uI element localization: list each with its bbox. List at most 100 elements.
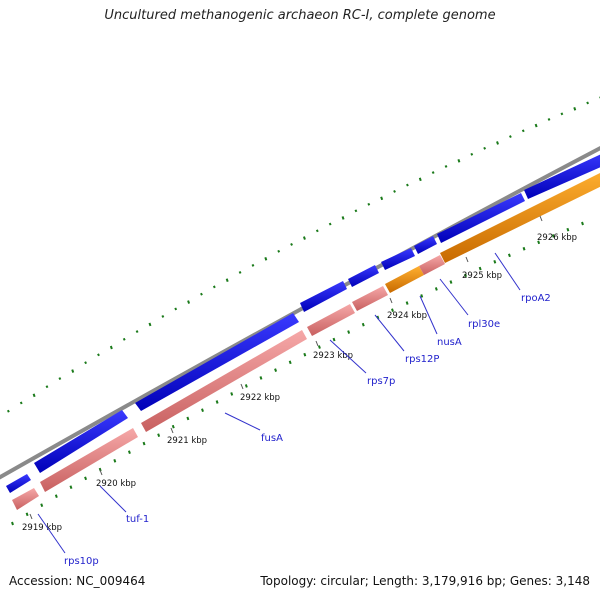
gc-dot <box>496 141 499 145</box>
gc-dot <box>551 234 555 238</box>
forward-strand-track <box>6 150 600 493</box>
gc-dot <box>361 322 365 327</box>
gc-dot <box>478 266 482 271</box>
forward-cds-arrow[interactable] <box>300 281 347 312</box>
gc-dot <box>507 253 511 258</box>
forward-cds-arrow[interactable] <box>135 313 299 411</box>
gc-dot <box>122 337 126 341</box>
gc-dot <box>6 409 10 413</box>
gene-label[interactable]: rpoA2 <box>521 293 551 304</box>
gc-dot <box>434 287 438 291</box>
gc-dot <box>274 368 278 372</box>
gene-label[interactable]: rps12P <box>405 354 439 365</box>
gc-dot <box>315 229 319 233</box>
reverse-rna-arrow[interactable] <box>385 266 424 293</box>
reverse-cds-arrow[interactable] <box>352 286 388 311</box>
scale-tick <box>240 383 244 390</box>
reverse-strand-track <box>12 168 600 510</box>
gc-dot <box>259 376 263 380</box>
scale-tick <box>465 256 469 263</box>
reverse-cds-arrow[interactable] <box>307 304 355 336</box>
scale-tick-label: 2920 kbp <box>96 479 136 489</box>
gene-label[interactable]: rpl30e <box>468 319 500 330</box>
gc-dot <box>171 424 175 429</box>
gene-label[interactable]: rps10p <box>64 556 99 567</box>
gc-dot <box>161 314 165 318</box>
scale-ticks: 2919 kbp 2920 kbp 2921 kbp 2922 kbp 2923 kbp… <box>22 215 577 533</box>
gc-dot <box>521 129 525 133</box>
gc-dot <box>560 112 564 116</box>
gc-dot <box>581 221 584 226</box>
gc-dot <box>71 369 75 373</box>
forward-cds-arrow[interactable] <box>381 248 415 270</box>
gc-dot <box>142 441 146 446</box>
gene-label[interactable]: rps7p <box>367 376 395 387</box>
gene-label-leader <box>439 278 469 316</box>
gene-label-leader <box>494 252 521 291</box>
gene-label-leader <box>37 513 66 554</box>
gene-label-leader <box>329 339 367 374</box>
gc-dot <box>148 322 152 327</box>
forward-cds-arrow[interactable] <box>6 474 31 493</box>
scale-tick-label: 2921 kbp <box>167 436 207 446</box>
gc-dot <box>449 280 453 284</box>
gc-dot <box>40 503 44 508</box>
gc-dot <box>418 177 422 182</box>
gc-dot <box>573 107 577 111</box>
forward-cds-arrow[interactable] <box>348 265 379 287</box>
gc-dot <box>84 476 88 481</box>
gene-label[interactable]: tuf-1 <box>126 514 149 525</box>
gc-dot <box>97 353 100 357</box>
genome-summary: Topology: circular; Length: 3,179,916 bp… <box>260 574 590 588</box>
gc-dot <box>251 263 255 267</box>
gc-dot <box>457 158 461 163</box>
gc-dot <box>493 260 497 264</box>
reverse-cds-arrow[interactable] <box>419 255 445 275</box>
gene-label[interactable]: nusA <box>437 337 462 348</box>
gc-dot <box>566 227 570 232</box>
reverse-cds-arrow[interactable] <box>40 428 138 492</box>
gc-dot <box>341 216 345 220</box>
gc-dot <box>135 330 139 334</box>
gc-dot <box>32 393 36 398</box>
gc-dot <box>200 292 203 296</box>
scale-tick-label: 2919 kbp <box>22 523 62 533</box>
gc-dot <box>19 401 23 405</box>
gc-dot <box>444 164 448 168</box>
gc-dot <box>586 101 590 105</box>
gc-dot <box>380 196 384 201</box>
gc-dot <box>470 152 474 156</box>
gc-dot <box>354 209 358 213</box>
reverse-cds-arrow[interactable] <box>12 488 39 510</box>
scale-tick <box>389 297 393 304</box>
forward-cds-arrow[interactable] <box>437 193 525 243</box>
gc-dot <box>113 459 117 463</box>
scale-tick-label: 2926 kbp <box>537 233 577 243</box>
gc-dot <box>45 385 49 389</box>
gc-dot <box>109 345 113 350</box>
gc-dot <box>277 249 281 253</box>
gene-labels: rps10p tuf-1 fusA rps7p rps12P nusA rpl30e rpoA… <box>37 252 551 567</box>
forward-cds-arrow[interactable] <box>414 236 437 254</box>
reverse-cds-arrow[interactable] <box>141 330 307 432</box>
gc-dot <box>127 450 131 454</box>
gene-label[interactable]: fusA <box>261 433 283 444</box>
gc-dot <box>317 345 321 349</box>
scale-tick <box>539 215 543 222</box>
scale-tick-label: 2923 kbp <box>313 351 353 361</box>
gc-dot <box>347 330 351 334</box>
scale-tick <box>315 340 319 347</box>
gc-dot <box>534 123 538 128</box>
forward-cds-arrow[interactable] <box>524 150 600 199</box>
gc-dot <box>186 416 190 421</box>
gc-dot <box>11 521 14 526</box>
gc-dot <box>288 360 292 365</box>
forward-cds-arrow[interactable] <box>34 410 128 473</box>
reverse-rna-arrow[interactable] <box>440 168 600 263</box>
gc-dot <box>522 246 526 251</box>
gc-dot <box>230 392 234 396</box>
gc-dot <box>393 189 396 193</box>
gc-content-dots <box>6 96 600 526</box>
gc-dot <box>290 242 293 246</box>
